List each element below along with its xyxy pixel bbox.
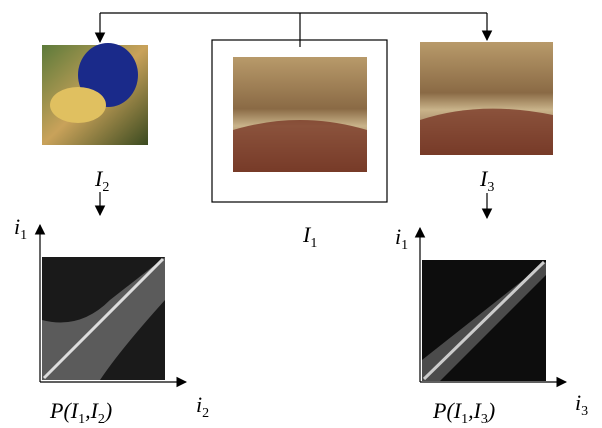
- image-left: [42, 43, 148, 145]
- text-part: ,I: [468, 398, 483, 423]
- subscript: 2: [98, 412, 105, 427]
- label: I3: [479, 166, 494, 195]
- text-part: I: [302, 222, 312, 247]
- center-frame: [211, 39, 388, 203]
- text-part: i: [196, 392, 202, 417]
- text-part: ): [103, 398, 112, 423]
- text-part: I: [479, 166, 489, 191]
- text-part: ): [486, 398, 495, 423]
- text-part: I: [94, 166, 104, 191]
- subscript: 1: [20, 228, 27, 243]
- text-part: i: [14, 214, 20, 239]
- subscript: 3: [487, 180, 494, 195]
- label: I2: [94, 166, 109, 195]
- subscript: 2: [102, 180, 109, 195]
- plot-right: [422, 260, 546, 381]
- plot-label: P(I1,I2): [49, 398, 112, 427]
- subscript: 3: [581, 404, 588, 419]
- text-part: i: [575, 390, 581, 415]
- axis-label: i3: [575, 390, 588, 419]
- plot-label: P(I1,I3): [432, 398, 495, 427]
- subscript: 1: [461, 412, 468, 427]
- subscript: 1: [78, 412, 85, 427]
- axes: [34, 223, 568, 388]
- top-arrows: [94, 12, 493, 47]
- axis-label: i1: [14, 214, 27, 243]
- subscript: 1: [310, 236, 317, 251]
- subscript: 2: [202, 406, 209, 421]
- plot-left: [42, 257, 165, 380]
- axis-label: i2: [196, 392, 209, 421]
- image-right: [420, 42, 553, 155]
- subscript: 3: [481, 412, 488, 427]
- axis-label: i1: [395, 224, 408, 253]
- subscript: 1: [401, 238, 408, 253]
- image-center: [233, 57, 367, 172]
- text-part: P(I: [432, 398, 463, 423]
- label: I1: [302, 222, 317, 251]
- text-part: P(I: [49, 398, 80, 423]
- text-part: i: [395, 224, 401, 249]
- text-part: ,I: [85, 398, 100, 423]
